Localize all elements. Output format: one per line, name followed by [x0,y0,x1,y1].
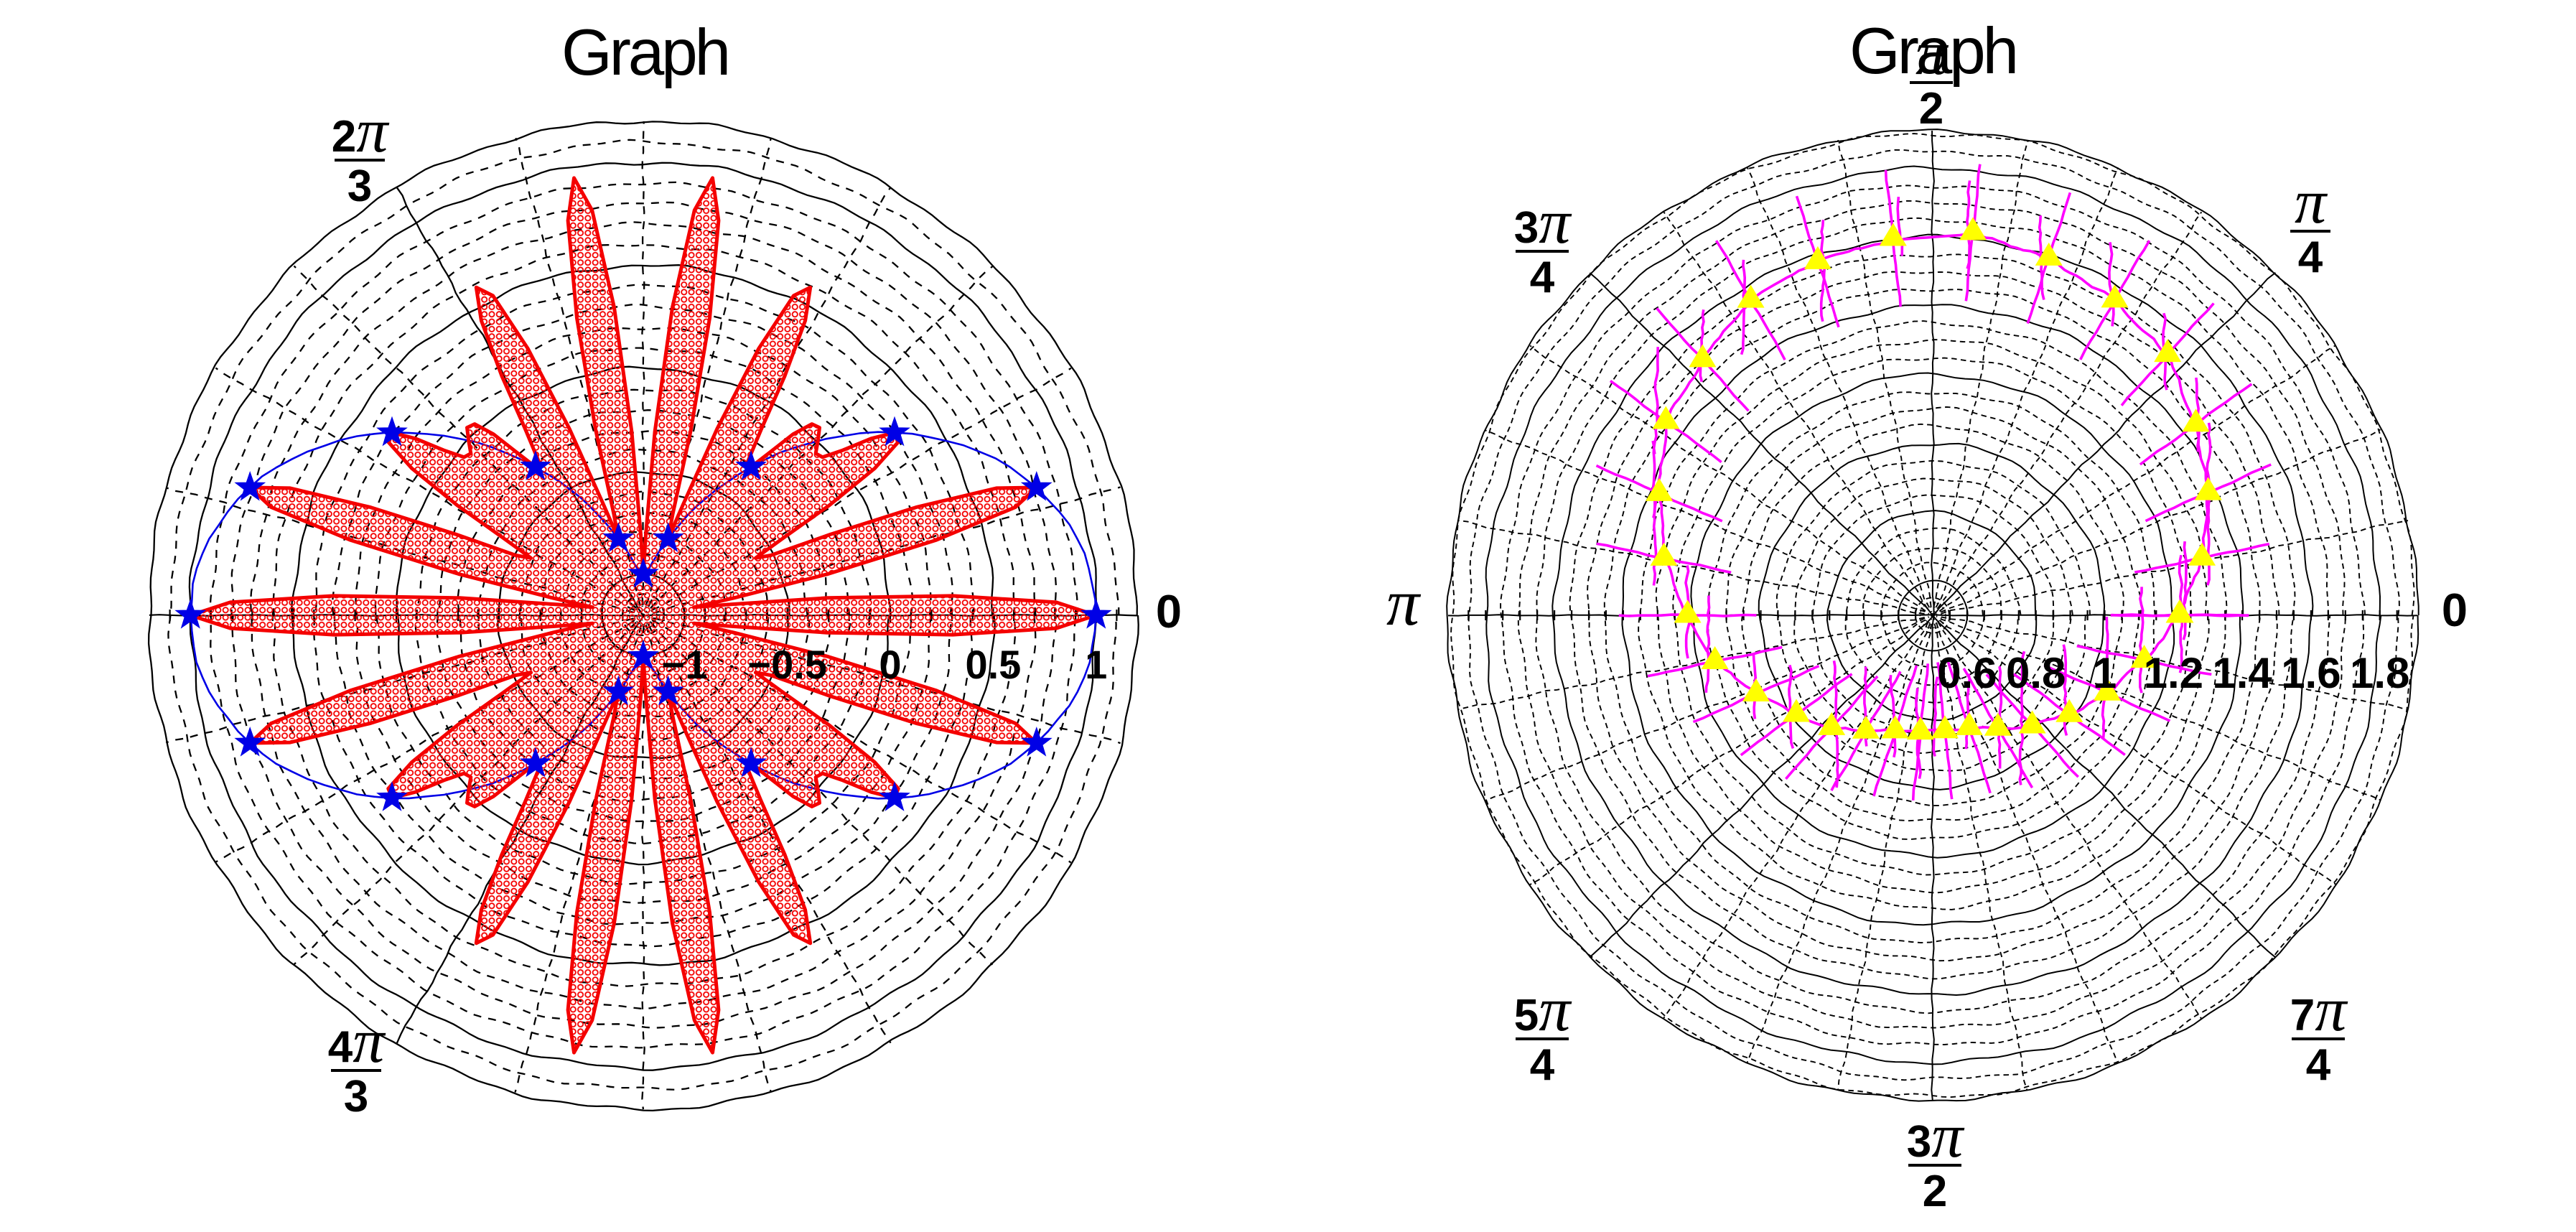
svg-text:Graph: Graph [561,17,728,89]
svg-text:3π: 3π [1907,1101,1965,1171]
svg-text:0: 0 [1156,585,1182,638]
svg-text:0.8: 0.8 [2006,649,2066,697]
svg-text:0.6: 0.6 [1937,649,1997,697]
svg-text:π: π [1915,19,1949,88]
svg-text:3π: 3π [1514,187,1572,257]
svg-text:7π: 7π [2290,975,2348,1045]
svg-text:π: π [2295,167,2328,237]
svg-text:4: 4 [1530,1040,1555,1090]
svg-text:0.5: 0.5 [965,642,1021,687]
svg-text:1.4: 1.4 [2212,649,2272,697]
svg-text:2: 2 [1923,1167,1947,1216]
svg-text:1.2: 1.2 [2144,649,2203,697]
svg-text:0: 0 [2442,584,2468,636]
svg-text:3: 3 [344,1072,368,1121]
svg-text:4: 4 [1530,253,1555,302]
svg-text:1: 1 [2093,649,2117,697]
svg-text:1: 1 [1085,642,1107,687]
svg-text:4π: 4π [328,1007,386,1076]
svg-text:0: 0 [879,642,901,687]
svg-text:3: 3 [347,162,372,211]
svg-text:1.6: 1.6 [2281,649,2341,697]
svg-text:5π: 5π [1514,975,1572,1045]
svg-text:−0.5: −0.5 [747,642,827,687]
svg-text:−1: −1 [661,642,707,687]
svg-text:2π: 2π [332,96,390,166]
svg-text:4: 4 [2306,1040,2331,1090]
svg-text:4: 4 [2298,233,2323,282]
svg-text:1.8: 1.8 [2350,649,2409,697]
svg-text:Graph: Graph [1849,15,2016,88]
svg-text:π: π [1386,566,1422,639]
svg-text:2: 2 [1919,84,1943,134]
